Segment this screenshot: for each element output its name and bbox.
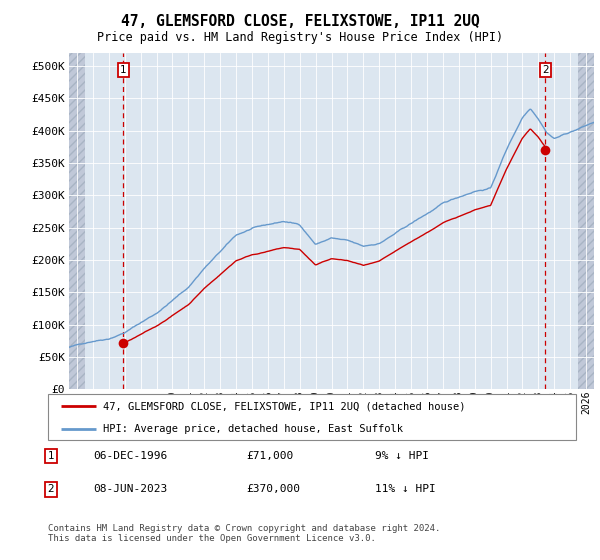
Text: 08-JUN-2023: 08-JUN-2023: [93, 484, 167, 494]
Text: HPI: Average price, detached house, East Suffolk: HPI: Average price, detached house, East…: [103, 424, 403, 435]
Text: Contains HM Land Registry data © Crown copyright and database right 2024.
This d: Contains HM Land Registry data © Crown c…: [48, 524, 440, 543]
Text: 47, GLEMSFORD CLOSE, FELIXSTOWE, IP11 2UQ: 47, GLEMSFORD CLOSE, FELIXSTOWE, IP11 2U…: [121, 14, 479, 29]
Text: 11% ↓ HPI: 11% ↓ HPI: [375, 484, 436, 494]
Text: 06-DEC-1996: 06-DEC-1996: [93, 451, 167, 461]
Text: 1: 1: [120, 65, 127, 75]
Text: 47, GLEMSFORD CLOSE, FELIXSTOWE, IP11 2UQ (detached house): 47, GLEMSFORD CLOSE, FELIXSTOWE, IP11 2U…: [103, 401, 466, 411]
Bar: [69, 53, 85, 389]
Text: £370,000: £370,000: [246, 484, 300, 494]
Bar: [578, 53, 594, 389]
Text: 1: 1: [47, 451, 55, 461]
Text: Price paid vs. HM Land Registry's House Price Index (HPI): Price paid vs. HM Land Registry's House …: [97, 31, 503, 44]
Text: 2: 2: [542, 65, 548, 75]
Text: 9% ↓ HPI: 9% ↓ HPI: [375, 451, 429, 461]
Text: 2: 2: [47, 484, 55, 494]
Text: £71,000: £71,000: [246, 451, 293, 461]
FancyBboxPatch shape: [48, 394, 576, 440]
